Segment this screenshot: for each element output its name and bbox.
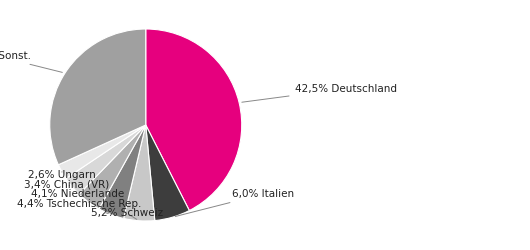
Wedge shape	[99, 125, 146, 218]
Text: 4,4% Tschechische Rep.: 4,4% Tschechische Rep.	[16, 199, 141, 214]
Wedge shape	[123, 125, 155, 221]
Text: 5,2% Schweiz: 5,2% Schweiz	[91, 208, 163, 219]
Wedge shape	[146, 29, 242, 210]
Wedge shape	[50, 29, 146, 165]
Wedge shape	[58, 125, 146, 178]
Text: 6,0% Italien: 6,0% Italien	[175, 189, 294, 216]
Text: 42,5% Deutschland: 42,5% Deutschland	[242, 84, 396, 102]
Text: 3,4% China (VR): 3,4% China (VR)	[24, 180, 109, 190]
Text: 2,6% Ungarn: 2,6% Ungarn	[28, 170, 96, 180]
Text: 4,1% Niederlande: 4,1% Niederlande	[31, 189, 125, 202]
Wedge shape	[79, 125, 146, 209]
Text: 31,8% Sonst.: 31,8% Sonst.	[0, 51, 63, 72]
Wedge shape	[66, 125, 146, 194]
Wedge shape	[146, 125, 189, 220]
